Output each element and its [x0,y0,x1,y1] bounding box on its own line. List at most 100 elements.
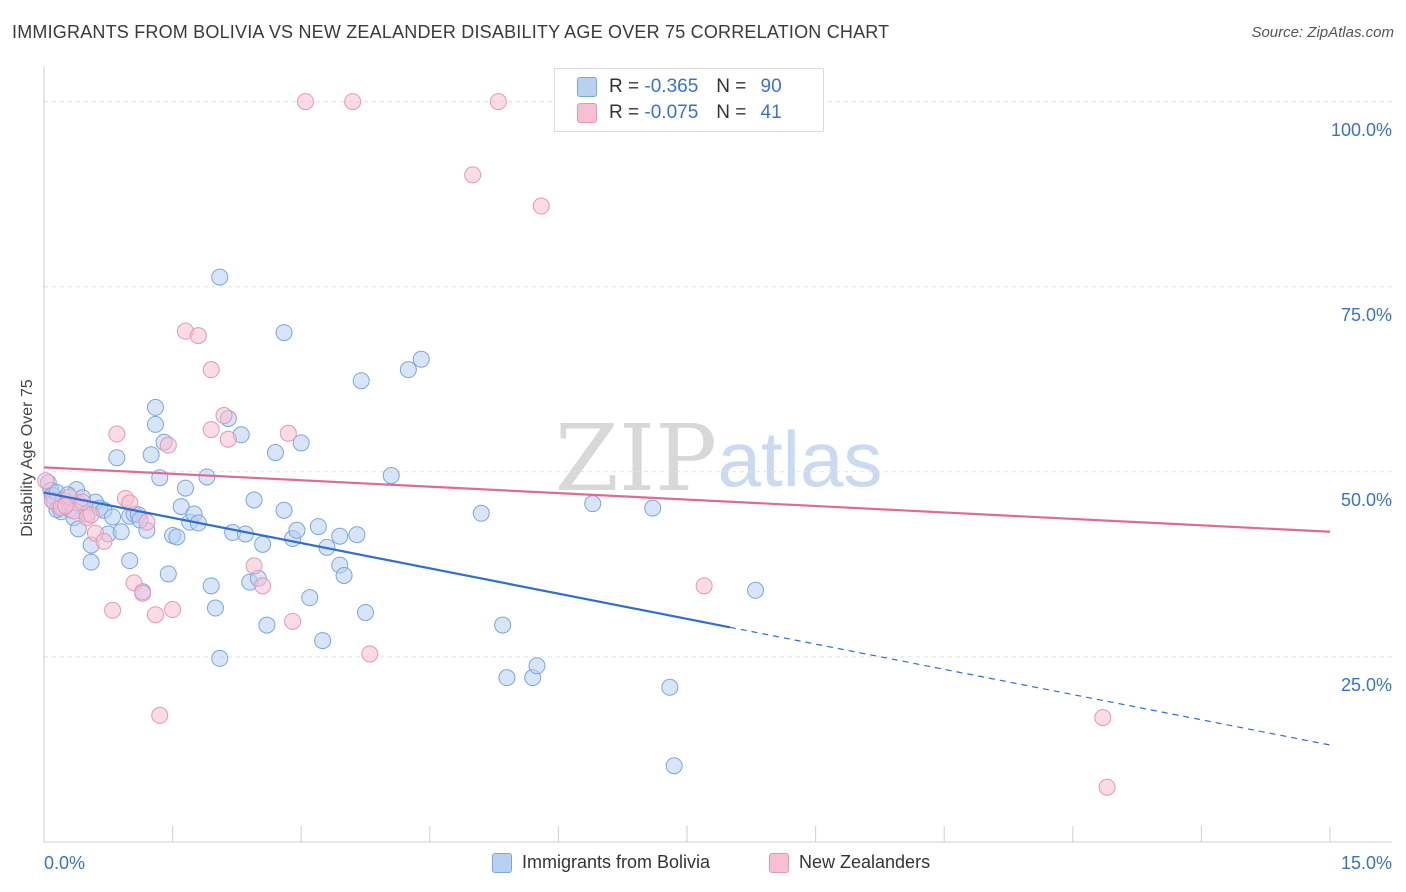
bottom-legend-new-zealanders: New Zealanders [769,852,930,873]
data-point-bolivia [301,589,319,607]
data-point-new-zealanders [344,93,362,111]
data-point-new-zealanders [164,601,182,619]
data-point-bolivia [146,415,164,433]
y-tick-label: 100.0% [1330,119,1392,140]
data-point-new-zealanders [37,472,55,490]
legend-swatch-blue [577,77,597,97]
data-point-bolivia [198,468,216,486]
data-point-new-zealanders [138,513,156,531]
data-point-new-zealanders [245,557,263,575]
data-point-bolivia [275,501,293,519]
data-point-new-zealanders [159,436,177,454]
data-point-bolivia [211,649,229,667]
legend-n-label: N = [716,76,747,97]
legend-r-label: R = [609,76,640,97]
data-point-new-zealanders [215,407,233,425]
chart-title: IMMIGRANTS FROM BOLIVIA VS NEW ZEALANDER… [12,22,890,42]
data-point-bolivia [412,350,430,368]
data-point-bolivia [382,467,400,485]
data-point-bolivia [747,581,765,599]
bottom-legend-bolivia: Immigrants from Bolivia [492,852,710,873]
trend-line-new-zealanders [43,466,1331,533]
data-point-bolivia [584,495,602,513]
data-point-bolivia [104,508,122,526]
axes [43,66,1392,843]
data-point-bolivia [348,526,366,544]
legend-row-bolivia: R = -0.365 N = 90 [577,75,782,99]
data-point-bolivia [168,528,186,546]
bottom-legend-label-new-zealanders: New Zealanders [799,852,931,872]
legend-row-new-zealanders: R = -0.075 N = 41 [577,101,782,125]
bottom-legend-swatch-blue [492,852,512,873]
data-point-new-zealanders [189,327,207,345]
data-point-bolivia [172,498,190,516]
chart-source: Source: ZipAtlas.com [1251,24,1394,41]
data-point-new-zealanders [464,166,482,184]
gridlines [44,101,1392,658]
data-point-bolivia [121,552,139,570]
data-point-new-zealanders [254,577,272,595]
data-point-bolivia [275,324,293,342]
data-point-bolivia [335,566,353,584]
watermark-atlas: atlas [718,415,883,503]
data-point-bolivia [352,372,370,390]
data-point-bolivia [314,632,332,650]
data-point-new-zealanders [82,506,100,524]
data-point-new-zealanders [134,584,152,602]
x-tick-label-min: 0.0% [44,853,86,873]
data-point-bolivia [399,361,417,379]
y-tick-label: 25.0% [1340,674,1392,695]
data-point-new-zealanders [532,197,550,215]
data-point-bolivia [288,521,306,539]
data-point-bolivia [292,434,310,452]
legend-n-value: 90 [760,76,782,97]
data-point-bolivia [661,678,679,696]
legend-r-value: -0.075 [644,102,699,123]
data-point-new-zealanders [121,494,139,512]
data-point-new-zealanders [202,421,220,439]
data-point-bolivia [176,479,194,497]
data-point-new-zealanders [151,706,169,724]
data-point-new-zealanders [284,612,302,630]
y-tick-label: 50.0% [1340,489,1392,510]
data-point-bolivia [498,669,516,687]
y-tick-label: 75.0% [1340,304,1392,325]
data-point-bolivia [258,616,276,634]
data-point-new-zealanders [146,606,164,624]
data-point-bolivia [159,565,177,583]
data-point-bolivia [211,268,229,286]
data-point-bolivia [142,446,160,464]
data-point-bolivia [309,518,327,536]
bottom-legend-label-bolivia: Immigrants from Bolivia [522,852,711,872]
data-point-new-zealanders [489,93,507,111]
data-point-new-zealanders [279,424,297,442]
legend-r-label: R = [609,102,640,123]
x-tick-label-max: 15.0% [1340,853,1392,873]
data-point-new-zealanders [104,601,122,619]
data-point-bolivia [357,603,374,621]
data-point-new-zealanders [95,532,113,550]
trend-lines [43,466,1331,746]
data-point-bolivia [472,504,490,522]
data-point-bolivia [331,527,349,545]
legend-r-value: -0.365 [644,76,699,97]
data-point-bolivia [528,657,546,675]
data-point-bolivia [82,553,100,571]
data-point-bolivia [146,398,164,416]
data-point-new-zealanders [56,497,74,515]
data-point-bolivia [245,491,263,509]
data-point-bolivia [254,535,272,553]
legend-n-value: 41 [760,102,782,123]
data-point-new-zealanders [695,577,713,595]
data-point-new-zealanders [1094,709,1112,727]
data-point-new-zealanders [108,425,126,443]
data-point-bolivia [644,499,662,517]
bottom-legend-swatch-pink [769,852,789,873]
correlation-legend: R = -0.365 N = 90 R = -0.075 N = 41 [554,68,824,132]
data-point-bolivia [266,444,284,462]
trend-line-bolivia [43,491,731,629]
series-new-zealanders-points [37,93,1116,796]
data-point-bolivia [665,757,683,775]
data-point-bolivia [108,449,126,467]
